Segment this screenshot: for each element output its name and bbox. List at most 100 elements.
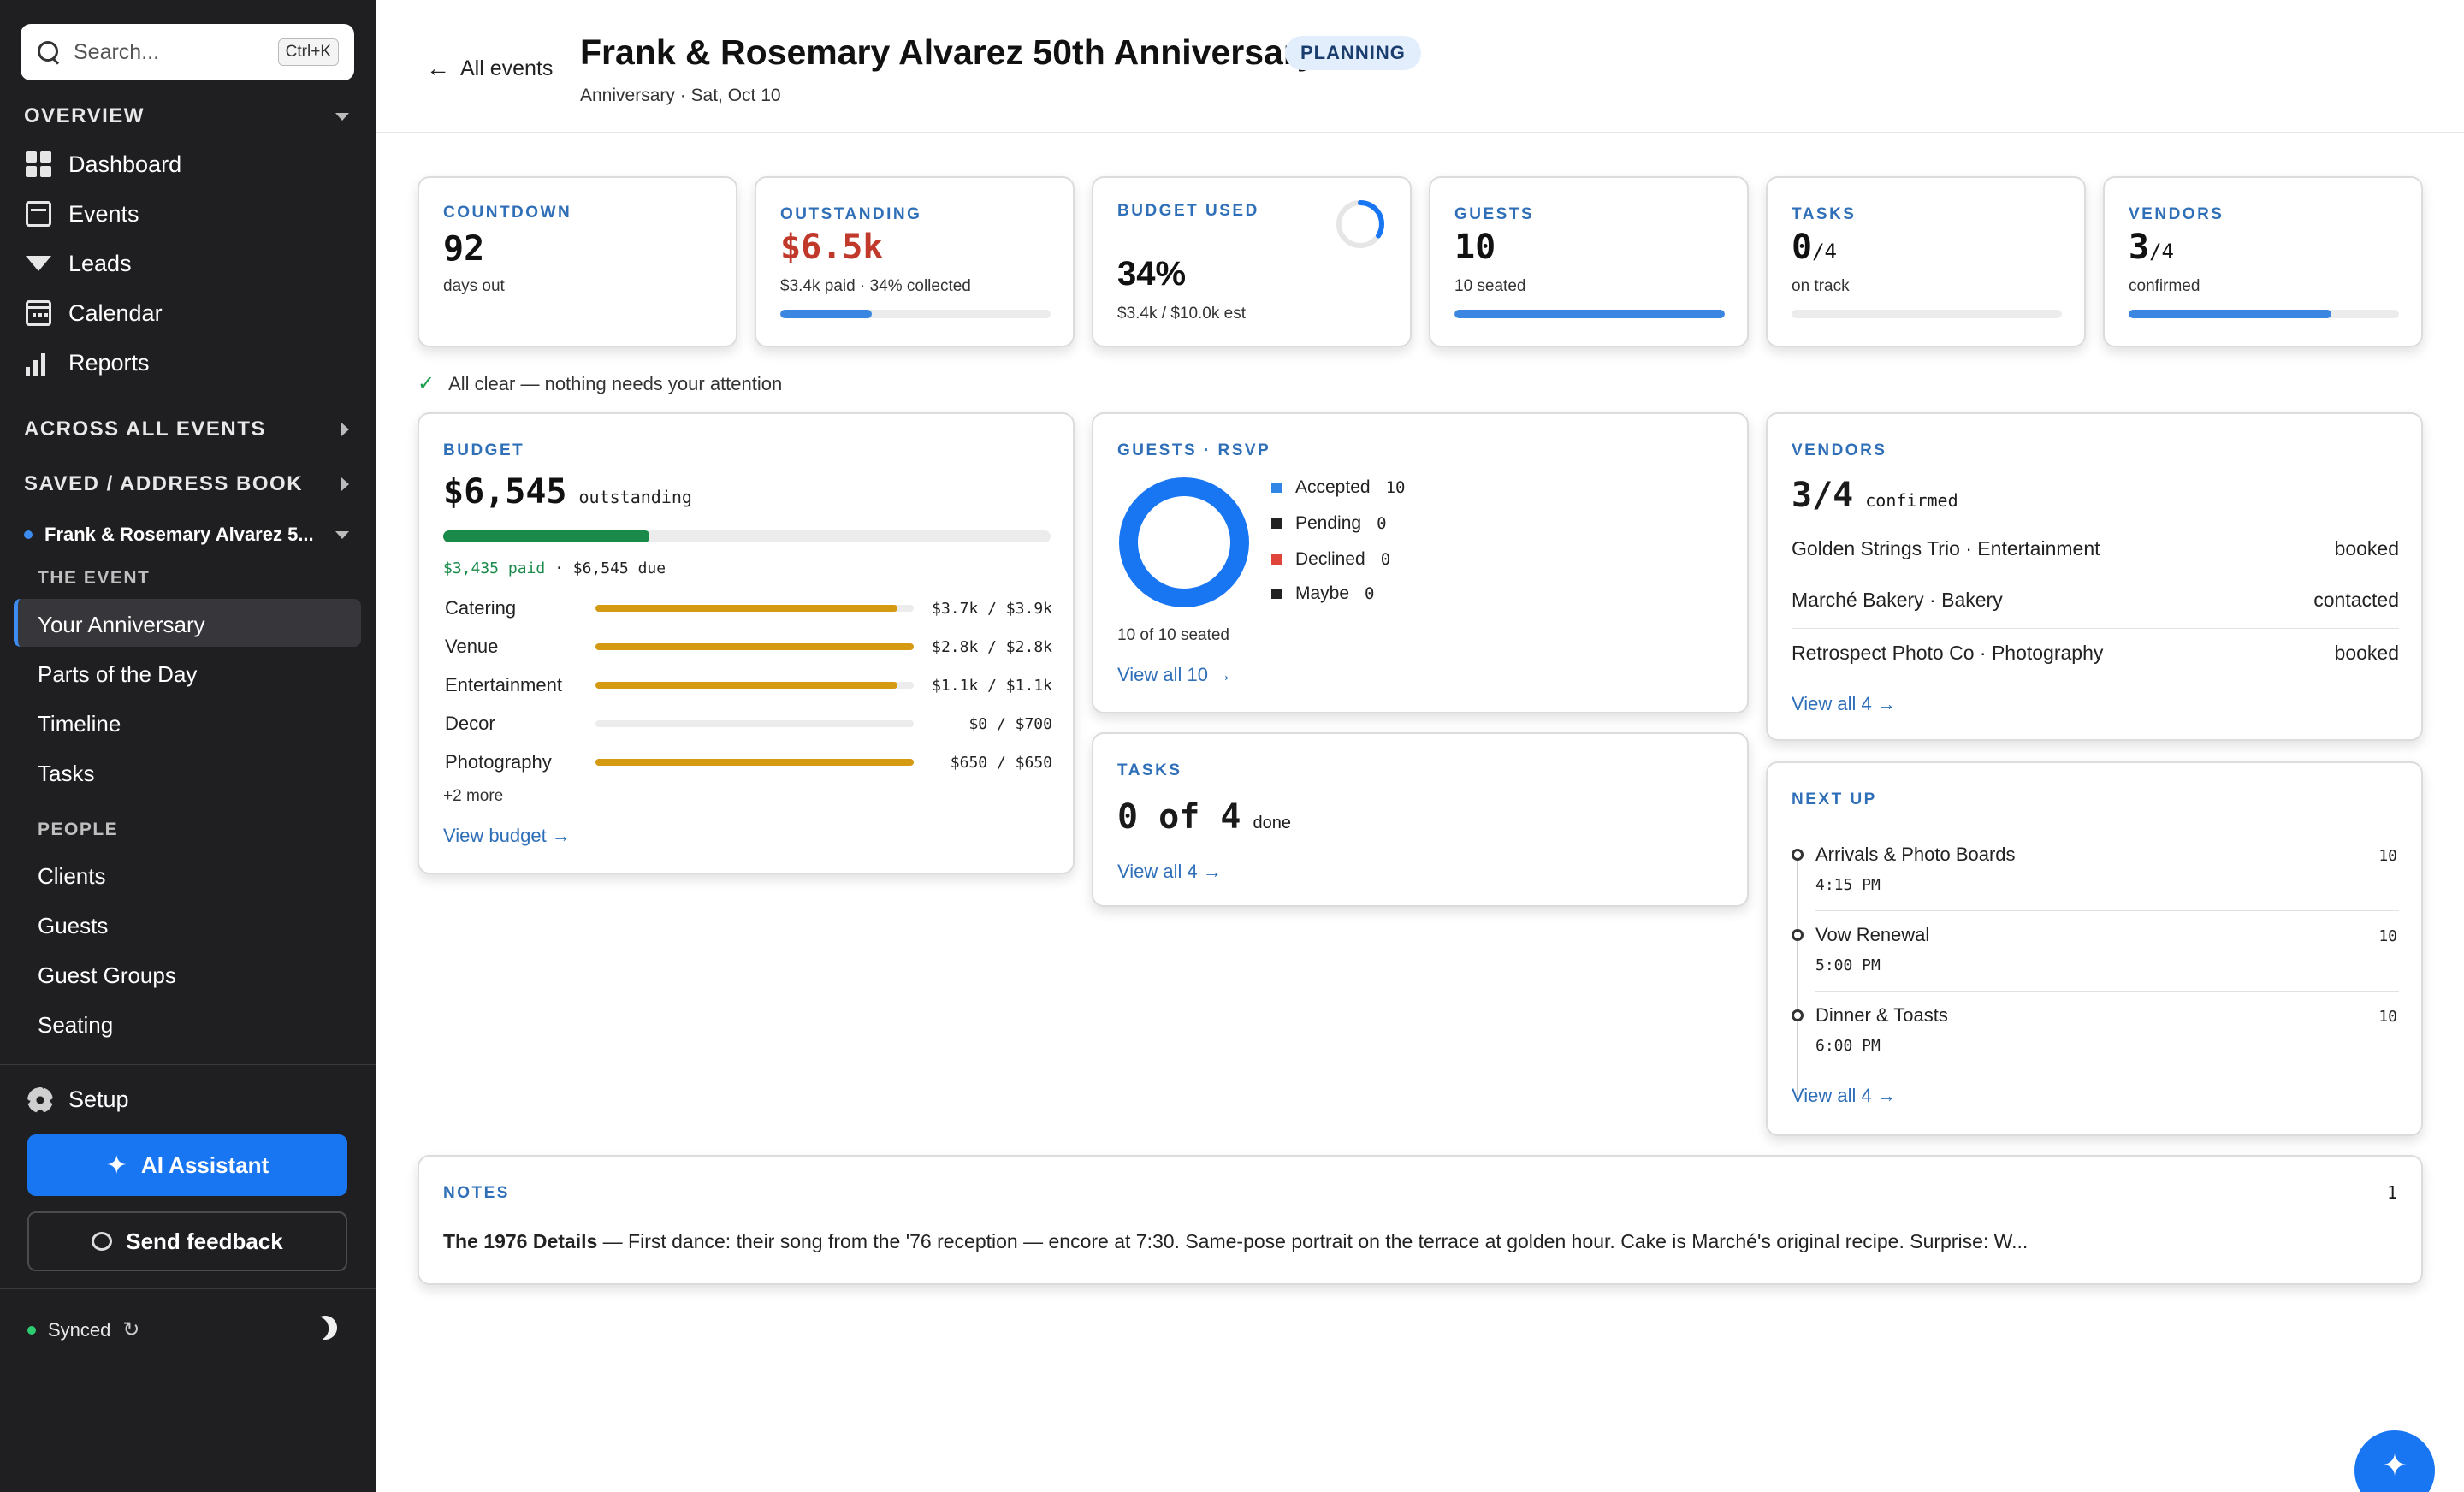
budget-line[interactable]: Entertainment $1.1k / $1.1k <box>445 672 1052 698</box>
vendor-status: booked <box>2334 642 2399 664</box>
dark-mode-toggle-icon[interactable] <box>309 1311 341 1344</box>
tasks-label: TASKS <box>1792 205 1857 223</box>
gear-icon <box>27 1086 53 1113</box>
page-subtitle: Anniversary · Sat, Oct 10 <box>580 86 781 105</box>
next-up-item-title[interactable]: Vow Renewal <box>1815 924 1930 945</box>
reports-icon <box>26 350 51 376</box>
legend-value: 0 <box>1377 514 1387 533</box>
next-up-label: NEXT UP <box>1792 790 1877 808</box>
search-input[interactable]: Search... Ctrl+K <box>21 24 354 80</box>
nav-your-anniversary[interactable]: Your Anniversary <box>38 612 205 637</box>
budget-line[interactable]: Photography $650 / $650 <box>445 749 1052 775</box>
nav-tasks[interactable]: Tasks <box>38 761 95 786</box>
budget-line[interactable]: Decor $0 / $700 <box>445 711 1052 737</box>
tasks-card-progress: 0 of 4 done <box>1117 797 1291 837</box>
legend-name: Pending <box>1295 513 1362 533</box>
ai-floating-button[interactable]: ✦ <box>2354 1430 2435 1492</box>
nav-events[interactable]: Events <box>26 195 139 233</box>
nav-dashboard[interactable]: Dashboard <box>26 145 181 183</box>
budget-used-card[interactable]: BUDGET USED 34% $3.4k / $10.0k est <box>1092 176 1412 347</box>
budget-line-name: Entertainment <box>445 674 562 696</box>
chat-bubble-icon <box>92 1232 113 1251</box>
budget-line-name: Venue <box>445 636 499 657</box>
timeline-dot-icon <box>1792 929 1804 941</box>
vendors-progress-fill <box>2129 310 2331 318</box>
view-all-vendors-link[interactable]: View all 4 → <box>1792 693 1896 714</box>
legend-name: Accepted <box>1295 477 1371 497</box>
guests-card[interactable]: GUESTS 10 10 seated <box>1429 176 1749 347</box>
ai-assistant-button[interactable]: ✦ AI Assistant <box>27 1134 347 1196</box>
saved-address-book-heading[interactable]: SAVED / ADDRESS BOOK <box>24 472 349 496</box>
view-all-tasks-link[interactable]: View all 4 → <box>1117 861 1222 882</box>
vendor-row[interactable]: Marché Bakery · Bakery contacted <box>1792 589 2399 612</box>
legend-swatch <box>1271 589 1282 599</box>
budget-used-label: BUDGET USED <box>1117 202 1259 220</box>
guests-progress <box>1454 310 1725 318</box>
legend-value: 0 <box>1365 584 1375 603</box>
nav-timeline[interactable]: Timeline <box>38 711 121 737</box>
note-preview[interactable]: The 1976 Details — First dance: their so… <box>443 1230 2028 1253</box>
nav-seating[interactable]: Seating <box>38 1012 114 1038</box>
sync-dot-icon <box>27 1325 36 1335</box>
search-placeholder: Search... <box>74 39 160 64</box>
view-all-guests-link[interactable]: View all 10 → <box>1117 664 1233 685</box>
view-all-schedule-link[interactable]: View all 4 → <box>1792 1085 1896 1106</box>
next-up-item-title[interactable]: Dinner & Toasts <box>1815 1004 1948 1026</box>
vendors-card-suffix: confirmed <box>1865 490 1958 511</box>
countdown-value: 92 <box>443 229 485 269</box>
nav-calendar[interactable]: Calendar <box>26 294 163 332</box>
next-up-item-count: 10 <box>2378 1008 2397 1026</box>
legend-swatch <box>1271 554 1282 565</box>
tasks-count: 0 <box>1792 228 1813 267</box>
nav-guests[interactable]: Guests <box>38 913 109 938</box>
refresh-icon[interactable]: ↻ <box>122 1318 140 1341</box>
nav-leads[interactable]: Leads <box>26 245 132 282</box>
sparkle-icon: ✦ <box>2381 1448 2408 1483</box>
note-body: — First dance: their song from the '76 r… <box>597 1230 2029 1252</box>
setup-link[interactable]: Setup <box>27 1086 129 1113</box>
across-events-heading[interactable]: ACROSS ALL EVENTS <box>24 417 349 441</box>
sync-status-label: Synced <box>48 1318 111 1341</box>
nav-reports-label: Reports <box>68 349 150 376</box>
nav-parts-of-the-day[interactable]: Parts of the Day <box>38 661 198 687</box>
countdown-card[interactable]: COUNTDOWN 92 days out <box>418 176 737 347</box>
budget-amount: $6,545 <box>443 472 567 512</box>
budget-line[interactable]: Venue $2.8k / $2.8k <box>445 634 1052 660</box>
vendor-name: Marché Bakery · Bakery <box>1792 589 2003 611</box>
current-event-selector[interactable]: Frank & Rosemary Alvarez 5... <box>24 524 349 546</box>
vendor-row[interactable]: Golden Strings Trio · Entertainment book… <box>1792 537 2399 560</box>
status-badge: PLANNING <box>1285 36 1421 70</box>
active-item-highlight <box>14 599 361 647</box>
nav-reports[interactable]: Reports <box>26 344 150 382</box>
legend-name: Declined <box>1295 549 1365 569</box>
budget-line-bar <box>595 759 914 766</box>
next-up-item-title[interactable]: Arrivals & Photo Boards <box>1815 844 2016 865</box>
event-dot-icon <box>24 530 33 539</box>
notes-card[interactable]: NOTES 1 The 1976 Details — First dance: … <box>418 1155 2423 1285</box>
vendors-stat-card[interactable]: VENDORS 3/4 confirmed <box>2103 176 2423 347</box>
guests-value: 10 <box>1454 228 1496 267</box>
view-budget-link[interactable]: View budget → <box>443 825 571 846</box>
across-events-label: ACROSS ALL EVENTS <box>24 417 266 441</box>
nav-events-label: Events <box>68 200 139 227</box>
budget-amount-suffix: outstanding <box>578 487 692 507</box>
nav-calendar-label: Calendar <box>68 299 163 326</box>
overview-heading[interactable]: OVERVIEW <box>24 104 349 128</box>
nav-clients[interactable]: Clients <box>38 863 106 889</box>
vendors-card-label: VENDORS <box>1792 441 1887 459</box>
guests-caption: 10 seated <box>1454 277 1526 295</box>
send-feedback-button[interactable]: Send feedback <box>27 1211 347 1271</box>
budget-line-bar-fill <box>595 682 898 689</box>
rsvp-donut-accepted <box>1119 477 1249 607</box>
back-to-all-events-link[interactable]: ← All events <box>426 55 553 82</box>
budget-line[interactable]: Catering $3.7k / $3.9k <box>445 595 1052 621</box>
notes-label: NOTES <box>443 1184 510 1202</box>
budget-used-ring-arc <box>1336 200 1384 248</box>
budget-due-text: · $6,545 due <box>554 560 666 577</box>
header-divider <box>376 132 2464 133</box>
budget-line-name: Decor <box>445 713 495 734</box>
tasks-stat-card[interactable]: TASKS 0/4 on track <box>1766 176 2086 347</box>
nav-guest-groups[interactable]: Guest Groups <box>38 962 176 988</box>
vendor-row[interactable]: Retrospect Photo Co · Photography booked <box>1792 642 2399 665</box>
outstanding-card[interactable]: OUTSTANDING $6.5k $3.4k paid · 34% colle… <box>755 176 1075 347</box>
